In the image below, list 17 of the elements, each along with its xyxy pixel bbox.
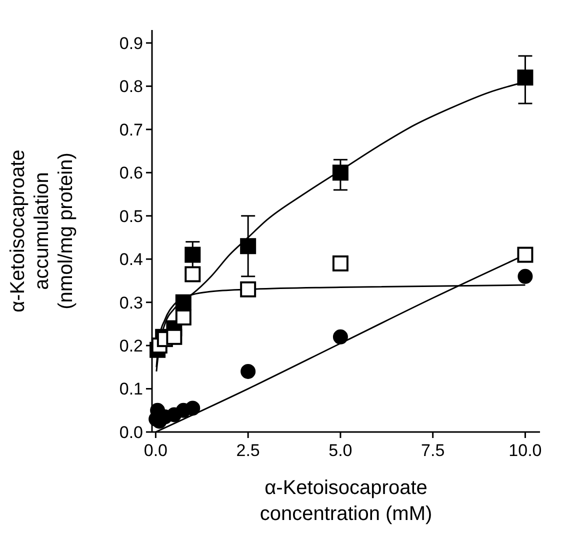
y-tick-label: 0.0 [119, 422, 143, 442]
y-tick-label: 0.3 [119, 293, 143, 312]
y-tick-label: 0.5 [119, 206, 143, 226]
x-tick-label: 2.5 [236, 441, 260, 460]
x-tick-label: 0.0 [144, 441, 168, 460]
y-tick-label: 0.6 [119, 164, 143, 183]
y-axis-title: α-Ketoisocaproate accumulation (nmol/mg protein) [7, 150, 77, 312]
y-tick-label: 0.7 [119, 120, 143, 140]
x-axis-title: α-Ketoisocaproate concentration (mM) [260, 477, 432, 525]
y-tick-label: 0.4 [119, 250, 143, 270]
x-tick-label: 7.5 [421, 441, 445, 460]
x-tick-label: 5.0 [328, 441, 352, 460]
x-tick-label: 10.0 [508, 441, 542, 460]
y-tick-label: 0.1 [119, 380, 143, 399]
y-tick-label: 0.2 [119, 336, 143, 356]
y-tick-label: 0.8 [119, 77, 143, 96]
y-tick-label: 0.9 [119, 34, 143, 53]
